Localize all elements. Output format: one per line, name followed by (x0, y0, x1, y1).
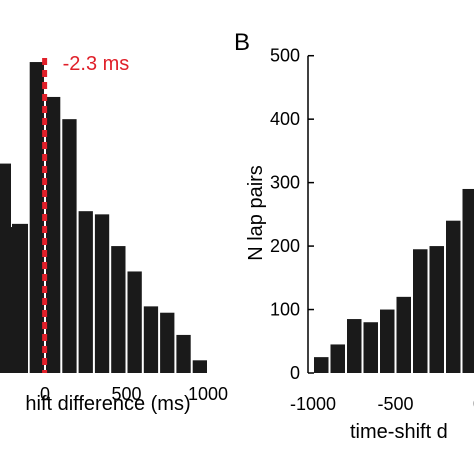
panel-b-x-axis-title: time-shift d (350, 421, 448, 443)
x-tick-label: -500 (377, 394, 413, 414)
histogram-bar (160, 312, 175, 373)
panel-a-x-axis: 0 500 1000 (40, 384, 228, 404)
y-tick-label: 200 (270, 236, 300, 256)
histogram-bar (127, 271, 142, 373)
x-tick-label: 0 (473, 394, 474, 414)
histogram-bar (380, 309, 395, 373)
panel-b-x-axis: -1000 -500 0 (290, 394, 474, 414)
panel-b: B 0 100 200 300 400 500 -1000 -500 0 N lap pair… (234, 29, 474, 443)
panel-a-bars (0, 62, 207, 374)
histogram-bar (330, 344, 345, 373)
panel-a-annotation: -2.3 ms (42, 53, 130, 373)
y-tick-label: 300 (270, 173, 300, 193)
x-tick-label: -1000 (290, 394, 336, 414)
panel-b-bars (314, 188, 474, 373)
histogram-bar (94, 214, 110, 373)
histogram-bar (192, 360, 207, 373)
histogram-bar-partial (12, 223, 28, 373)
histogram-bar (62, 119, 77, 373)
histogram-bar (111, 246, 126, 373)
panel-b-y-axis: 0 100 200 300 400 500 (270, 46, 314, 383)
x-tick-label: 1000 (188, 384, 228, 404)
x-tick-label: 0 (40, 384, 50, 404)
panel-b-letter: B (234, 29, 250, 56)
y-tick-label: 0 (290, 363, 300, 383)
histogram-bar (413, 249, 428, 373)
histogram-bar (347, 319, 362, 373)
histogram-bar (363, 322, 378, 373)
histogram-bar (446, 220, 461, 373)
histogram-bar (314, 357, 329, 373)
median-annotation-label: -2.3 ms (63, 53, 130, 75)
histogram-bar (29, 62, 44, 374)
histogram-bar (396, 296, 411, 373)
histogram-bar (78, 211, 93, 373)
panel-a: -2.3 ms 0 500 1000 hift difference (ms) (0, 53, 228, 415)
panel-b-y-axis-title: N lap pairs (245, 165, 267, 261)
y-tick-label: 100 (270, 300, 300, 320)
histogram-bar (429, 246, 444, 373)
histogram-bar (46, 96, 61, 373)
y-tick-label: 400 (270, 109, 300, 129)
y-tick-label: 500 (270, 46, 300, 66)
histogram-bar (176, 334, 191, 373)
histogram-bar (143, 306, 159, 373)
x-tick-label: 500 (111, 384, 141, 404)
panel-a-x-axis-title: hift difference (ms) (25, 393, 190, 415)
histogram-bar-partial (0, 163, 11, 373)
histogram-bar (462, 188, 474, 373)
